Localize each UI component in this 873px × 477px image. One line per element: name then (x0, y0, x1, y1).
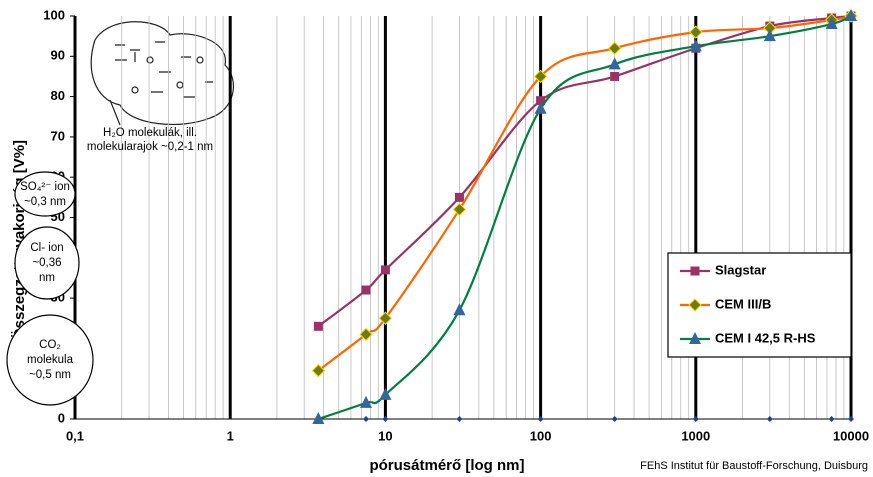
marker (533, 69, 548, 84)
x-tick-label: 10 (378, 428, 392, 443)
annotation-bubble (6, 314, 94, 406)
marker (608, 57, 621, 70)
marker (313, 321, 323, 331)
y-tick-label: 80 (51, 88, 65, 103)
marker (360, 395, 373, 408)
molecule-drawing (90, 21, 234, 126)
series (363, 416, 854, 422)
y-tick-label: 100 (43, 7, 65, 22)
series-line (318, 14, 852, 421)
annotation-text: ~0,3 nm (24, 196, 66, 208)
marker (454, 192, 464, 202)
marker (766, 416, 773, 422)
source-note: FEhS Institut für Baustoff-Forschung, Du… (640, 460, 868, 472)
x-tick-label: 10000 (833, 428, 869, 443)
x-tick-label: 1000 (681, 428, 710, 443)
legend-text: CEM III/B (715, 296, 771, 311)
marker (828, 416, 835, 422)
x-tick-label: 0,1 (66, 428, 84, 443)
marker (363, 416, 370, 422)
marker (689, 332, 701, 344)
annotation-text: molekula (27, 354, 74, 366)
marker (453, 303, 466, 316)
y-tick-label: 90 (51, 48, 65, 63)
marker (689, 25, 703, 39)
marker (379, 387, 392, 400)
annotation-text: Cl- ion (30, 242, 63, 254)
marker (536, 96, 546, 106)
legend-text: Slagstar (715, 262, 766, 277)
marker (763, 29, 776, 42)
annotation-bubble (14, 226, 80, 300)
legend-text: CEM I 42,5 R-HS (715, 330, 816, 345)
marker (534, 101, 547, 114)
marker (359, 327, 373, 342)
marker (845, 9, 857, 21)
annotation-bubble (14, 171, 76, 217)
marker (452, 202, 467, 217)
marker (312, 412, 325, 424)
annotation-text: CO₂ (39, 339, 61, 351)
marker (380, 265, 390, 275)
marker (378, 311, 393, 325)
marker (848, 416, 854, 422)
series-line (317, 14, 852, 328)
x-tick-label: 100 (530, 428, 552, 443)
x-axis-label: pórusátmérő [log nm] (369, 457, 524, 474)
series (312, 9, 857, 424)
marker (688, 298, 702, 312)
marker (692, 416, 699, 422)
marker (690, 266, 700, 276)
x-tick-label: 1 (227, 428, 234, 443)
marker (456, 416, 463, 422)
marker (825, 17, 838, 30)
marker (610, 71, 620, 81)
annotation-text: ~0,5 nm (29, 369, 71, 381)
marker (382, 416, 389, 422)
annotation-text: H₂O molekulák, ill. (103, 127, 197, 139)
marker (689, 39, 702, 52)
series-line (317, 14, 852, 372)
y-tick-label: 70 (51, 128, 65, 143)
marker (607, 41, 622, 55)
marker (361, 285, 371, 295)
annotation-text: nm (39, 272, 55, 284)
annotation-text: ~0,36 (32, 257, 61, 269)
marker (311, 363, 326, 378)
annotation-text: SO₄²⁻ ion (20, 181, 70, 193)
y-tick-label: 0 (58, 410, 65, 425)
marker (611, 416, 618, 422)
annotation-text: molekularajok ~0,2-1 nm (87, 141, 213, 153)
marker (537, 416, 544, 422)
